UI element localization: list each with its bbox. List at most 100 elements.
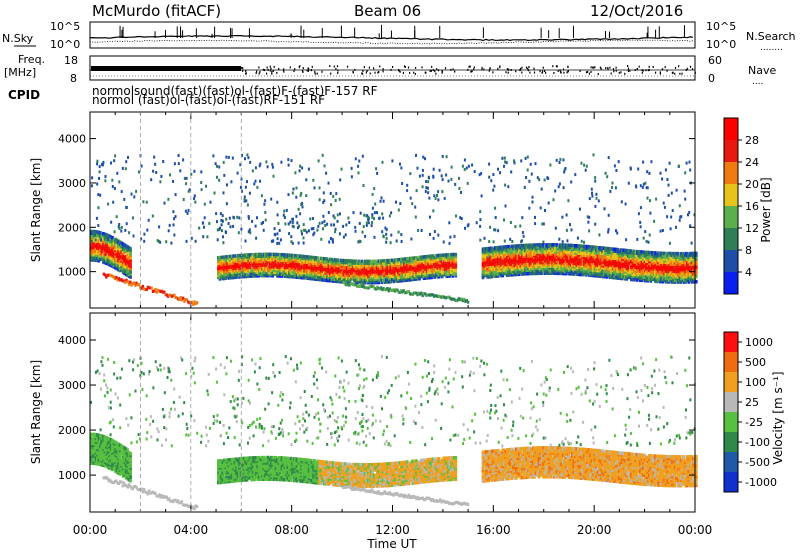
echo-cell [301,258,305,262]
echo-cell [327,181,330,185]
echo-cell [439,269,442,274]
echo-cell [575,253,579,257]
echo-cell [619,250,622,254]
echo-cell [304,263,308,268]
echo-cell [291,275,294,279]
echo-cell [94,251,98,255]
echo-cell [96,244,99,248]
echo-cell [363,263,367,267]
echo-cell [335,261,338,266]
echo-cell [422,267,426,272]
echo-cell [549,250,553,254]
echo-cell [595,268,598,273]
echo-cell [333,258,337,262]
echo-cell [539,262,542,267]
freq-mark [545,71,547,74]
echo-cell [398,266,402,271]
echo-cell [248,262,252,266]
echo-cell [120,241,123,245]
freq-mark [685,69,687,71]
echo-cell [129,252,132,256]
echo-cell [509,264,512,268]
echo-cell [418,271,421,276]
echo-cell [374,277,377,281]
echo-cell [578,253,582,257]
freq-mark [259,70,261,73]
freq-mark [308,67,310,70]
echo-cell [534,222,537,226]
echo-cell [617,258,621,263]
echo-cell [551,250,554,254]
echo-cell [250,274,253,278]
echo-cell [604,248,607,252]
echo-cell [294,255,297,260]
echo-cell [519,258,523,262]
echo-cell [257,252,261,257]
echo-cell [167,197,170,201]
echo-cell [458,187,461,190]
echo-cell [601,264,604,268]
freq-mark [489,68,491,71]
echo-cell [327,259,331,263]
echo-cell [124,246,128,250]
echo-cell [569,223,571,227]
echo-cell [447,274,450,278]
freq-mark [245,72,247,75]
echo-cell [488,175,491,179]
echo-cell [554,226,557,230]
echo-cell [316,263,320,267]
echo-cell [591,194,594,198]
echo-cell [531,264,535,269]
echo-cell [397,266,400,271]
echo-cell [351,263,355,267]
echo-cell [194,200,197,204]
echo-cell [277,274,281,278]
echo-cell [109,247,113,252]
echo-cell [589,252,592,256]
echo-cell [412,272,415,276]
echo-cell [518,265,521,269]
echo-cell [368,281,371,285]
echo-cell [322,276,326,281]
echo-cell [310,255,314,260]
echo-cell [322,273,326,277]
freq-mark [335,67,337,70]
echo-cell [129,263,132,267]
echo-cell [372,266,376,271]
echo-cell [315,275,318,280]
echo-cell [328,240,331,244]
echo-cell [419,266,423,270]
echo-cell [421,269,424,274]
echo-cell [424,272,427,277]
echo-cell [99,234,102,239]
echo-cell [312,261,315,265]
echo-cell [244,269,247,273]
echo-cell [329,263,332,267]
echo-cell [554,243,557,247]
echo-cell [623,268,627,272]
echo-cell [102,233,105,238]
echo-cell [400,259,403,263]
echo-cell [253,274,256,278]
echo-cell [486,248,489,253]
echo-cell [369,266,373,271]
echo-cell [265,252,268,257]
echo-cell [354,270,358,274]
echo-cell [505,273,509,277]
echo-cell [492,173,495,176]
echo-cell [271,162,274,166]
echo-cell [592,259,595,264]
echo-cell [413,275,417,280]
echo-cell [335,268,338,273]
echo-cell [271,258,275,262]
echo-cell [544,209,546,212]
freq-mark [497,67,499,70]
echo-cell [121,249,125,253]
echo-cell [578,265,582,270]
echo-cell [527,254,530,258]
echo-cell [513,253,517,257]
echo-cell [410,258,414,262]
echo-cell [490,179,493,183]
echo-cell [492,260,495,264]
echo-cell [507,246,511,251]
